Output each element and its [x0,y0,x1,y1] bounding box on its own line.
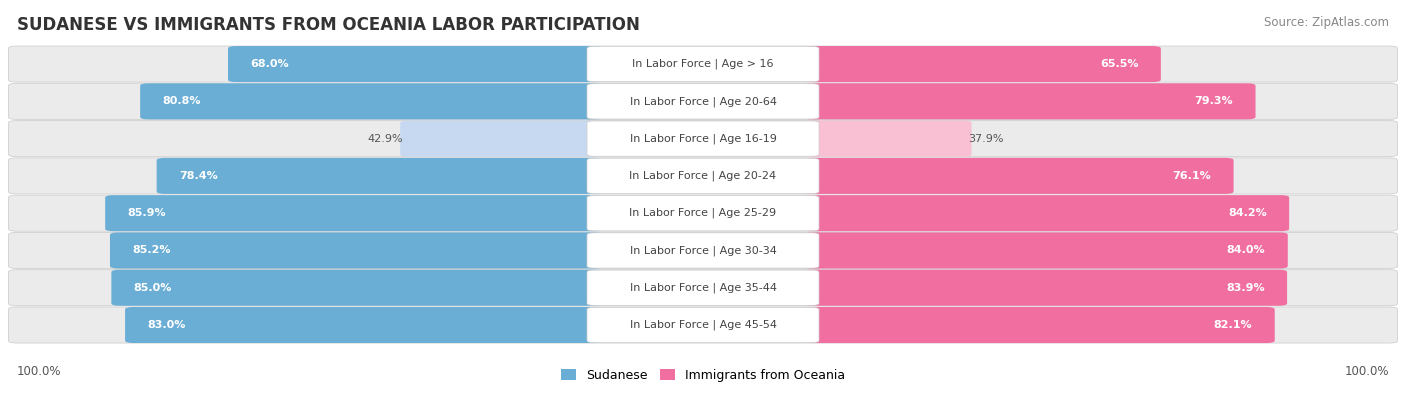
FancyBboxPatch shape [8,307,1398,343]
Text: SUDANESE VS IMMIGRANTS FROM OCEANIA LABOR PARTICIPATION: SUDANESE VS IMMIGRANTS FROM OCEANIA LABO… [17,16,640,34]
Text: In Labor Force | Age 35-44: In Labor Force | Age 35-44 [630,282,776,293]
Text: 42.9%: 42.9% [367,134,404,144]
Legend: Sudanese, Immigrants from Oceania: Sudanese, Immigrants from Oceania [555,364,851,387]
FancyBboxPatch shape [804,307,1275,343]
Text: 76.1%: 76.1% [1173,171,1211,181]
FancyBboxPatch shape [588,158,818,194]
Text: In Labor Force | Age 25-29: In Labor Force | Age 25-29 [630,208,776,218]
FancyBboxPatch shape [804,120,972,157]
FancyBboxPatch shape [588,121,818,156]
FancyBboxPatch shape [125,307,603,343]
Text: 100.0%: 100.0% [17,365,62,378]
Text: 65.5%: 65.5% [1099,59,1139,69]
FancyBboxPatch shape [8,46,1398,82]
Text: In Labor Force | Age 16-19: In Labor Force | Age 16-19 [630,134,776,144]
FancyBboxPatch shape [401,120,603,157]
Text: 100.0%: 100.0% [1344,365,1389,378]
FancyBboxPatch shape [8,195,1398,231]
FancyBboxPatch shape [588,233,818,268]
Text: 85.2%: 85.2% [132,245,172,256]
Text: In Labor Force | Age 30-34: In Labor Force | Age 30-34 [630,245,776,256]
FancyBboxPatch shape [110,232,603,269]
FancyBboxPatch shape [228,46,603,82]
Text: In Labor Force | Age > 16: In Labor Force | Age > 16 [633,59,773,69]
Text: 68.0%: 68.0% [250,59,290,69]
FancyBboxPatch shape [588,270,818,305]
FancyBboxPatch shape [804,83,1256,119]
FancyBboxPatch shape [804,232,1288,269]
Text: 85.9%: 85.9% [128,208,166,218]
FancyBboxPatch shape [8,120,1398,157]
FancyBboxPatch shape [588,84,818,119]
FancyBboxPatch shape [156,158,603,194]
Text: 37.9%: 37.9% [969,134,1004,144]
FancyBboxPatch shape [105,195,603,231]
FancyBboxPatch shape [804,195,1289,231]
Text: 84.2%: 84.2% [1227,208,1267,218]
FancyBboxPatch shape [8,270,1398,306]
FancyBboxPatch shape [804,270,1286,306]
Text: 82.1%: 82.1% [1213,320,1253,330]
Text: 78.4%: 78.4% [179,171,218,181]
Text: Source: ZipAtlas.com: Source: ZipAtlas.com [1264,16,1389,29]
FancyBboxPatch shape [8,158,1398,194]
Text: In Labor Force | Age 45-54: In Labor Force | Age 45-54 [630,320,776,330]
Text: 80.8%: 80.8% [163,96,201,106]
Text: In Labor Force | Age 20-64: In Labor Force | Age 20-64 [630,96,776,107]
Text: 79.3%: 79.3% [1195,96,1233,106]
Text: 85.0%: 85.0% [134,283,172,293]
Text: 83.9%: 83.9% [1226,283,1264,293]
FancyBboxPatch shape [8,232,1398,269]
FancyBboxPatch shape [588,47,818,82]
FancyBboxPatch shape [111,270,603,306]
FancyBboxPatch shape [141,83,603,119]
Text: 84.0%: 84.0% [1226,245,1265,256]
FancyBboxPatch shape [588,307,818,342]
Text: 83.0%: 83.0% [148,320,186,330]
FancyBboxPatch shape [804,46,1161,82]
FancyBboxPatch shape [804,158,1233,194]
FancyBboxPatch shape [8,83,1398,119]
Text: In Labor Force | Age 20-24: In Labor Force | Age 20-24 [630,171,776,181]
FancyBboxPatch shape [588,196,818,231]
